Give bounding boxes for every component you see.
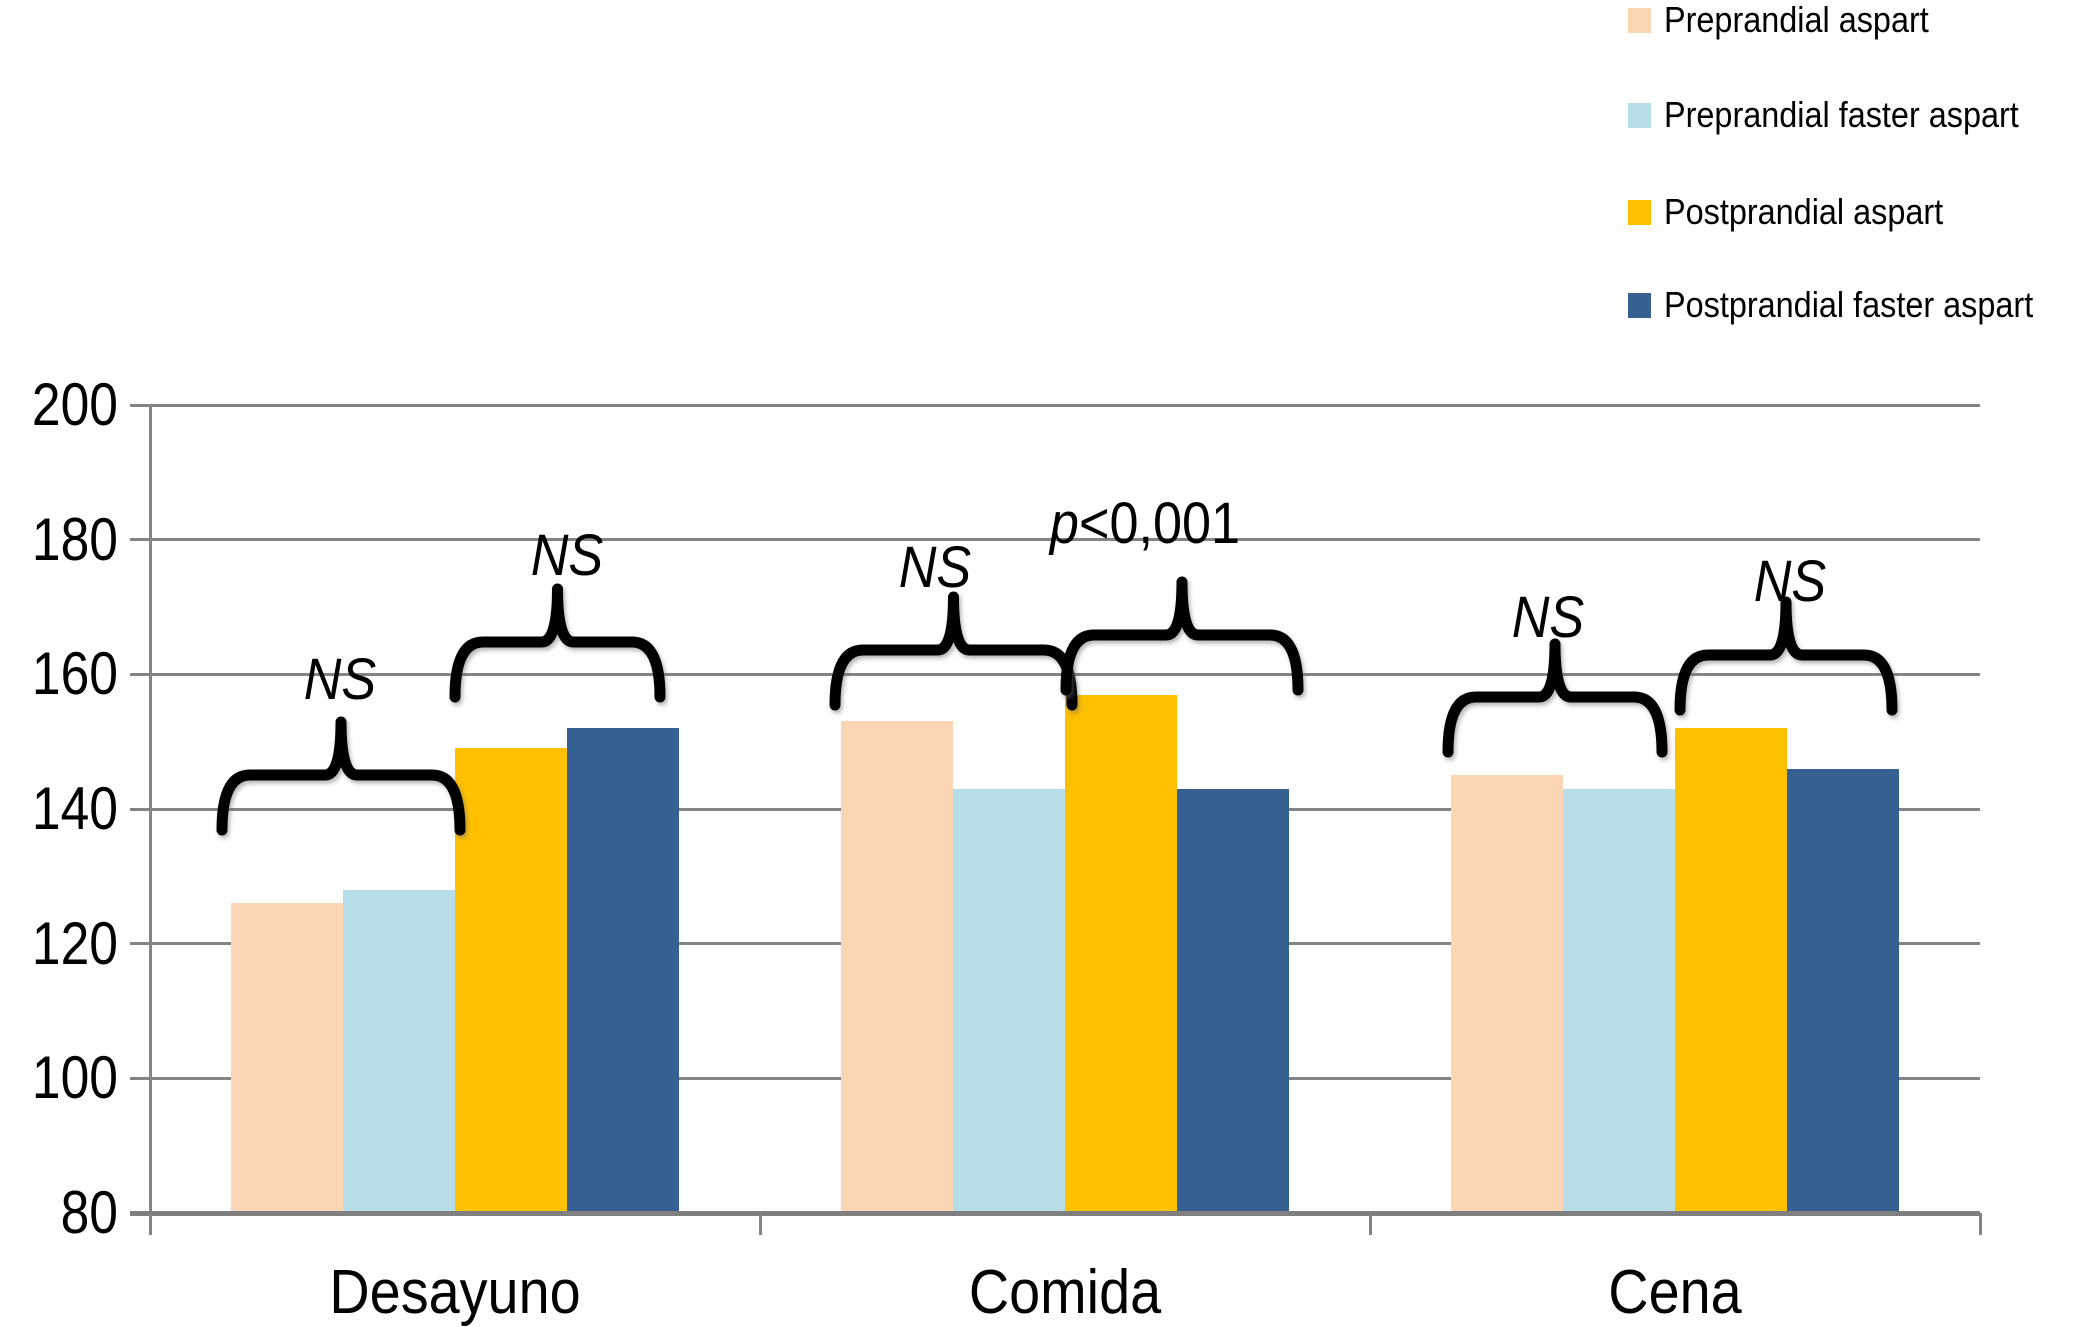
bar-comida-postprandial-aspart (1065, 694, 1177, 1213)
bar-cena-postprandial-aspart (1675, 728, 1787, 1213)
x-axis-tick (1368, 1213, 1372, 1235)
x-axis-label-cena: Cena (1608, 1258, 1742, 1327)
annotation-label-comida-preprandial: NS (898, 535, 972, 600)
x-axis-tick (758, 1213, 762, 1235)
y-axis-label: 100 (31, 1044, 119, 1112)
annotation-label-desayuno-preprandial: NS (303, 647, 377, 712)
annotation-label-desayuno-postprandial: NS (530, 523, 604, 588)
y-axis-label: 80 (60, 1179, 118, 1246)
x-axis-tick (148, 1213, 152, 1235)
legend-label: Postprandial aspart (1664, 191, 1944, 232)
annotation-label-comida-postprandial: p<0,001 (1049, 491, 1241, 556)
y-axis-label: 200 (31, 371, 119, 438)
legend-swatch (1628, 199, 1651, 225)
bar-desayuno-postprandial-aspart (455, 748, 567, 1213)
annotation-bracket-comida-postprandial (1060, 576, 1304, 696)
legend-swatch (1628, 292, 1651, 318)
y-axis-label: 160 (31, 640, 119, 708)
legend-swatch (1628, 7, 1651, 33)
bar-comida-postprandial-faster-aspart (1177, 788, 1289, 1213)
bar-desayuno-preprandial-aspart (231, 903, 343, 1213)
annotation-bracket-cena-postprandial (1674, 596, 1898, 716)
bar-cena-preprandial-faster-aspart (1563, 788, 1675, 1213)
legend-item-preprandial-aspart: Preprandial aspart (1628, 2, 1958, 38)
legend-item-postprandial-aspart: Postprandial aspart (1628, 194, 1974, 230)
legend-item-postprandial-faster-aspart: Postprandial faster aspart (1628, 287, 2074, 323)
annotation-bracket-comida-preprandial (829, 591, 1078, 711)
annotation-label-cena-postprandial: NS (1753, 549, 1827, 614)
bar-desayuno-preprandial-faster-aspart (343, 889, 455, 1213)
gridline-200 (130, 403, 1980, 407)
y-axis-line (148, 405, 152, 1213)
annotation-label-cena-preprandial: NS (1511, 585, 1585, 650)
x-axis-label-desayuno: Desayuno (329, 1258, 581, 1327)
legend-label: Preprandial aspart (1664, 0, 1929, 40)
legend-label: Postprandial faster aspart (1664, 284, 2034, 325)
x-axis-label-comida: Comida (968, 1258, 1162, 1327)
y-axis-label: 180 (31, 505, 119, 573)
gridline-160 (130, 672, 1980, 676)
gridline-80 (130, 1210, 1980, 1216)
annotation-bracket-cena-preprandial (1442, 638, 1668, 758)
bar-cena-preprandial-aspart (1451, 775, 1563, 1213)
gridline-180 (130, 538, 1980, 542)
bar-desayuno-postprandial-faster-aspart (567, 728, 679, 1213)
legend-swatch (1628, 102, 1651, 128)
y-axis-label: 120 (31, 909, 119, 977)
annotation-bracket-desayuno-preprandial (216, 716, 466, 836)
legend-item-preprandial-faster-aspart: Preprandial faster aspart (1628, 97, 2058, 133)
bar-cena-postprandial-faster-aspart (1787, 768, 1899, 1213)
annotation-bracket-desayuno-postprandial (449, 583, 666, 703)
legend-label: Preprandial faster aspart (1664, 94, 2019, 135)
bar-comida-preprandial-aspart (841, 721, 953, 1213)
x-axis-tick (1978, 1213, 1982, 1235)
y-axis-label: 140 (31, 775, 119, 842)
bar-comida-preprandial-faster-aspart (953, 788, 1065, 1213)
